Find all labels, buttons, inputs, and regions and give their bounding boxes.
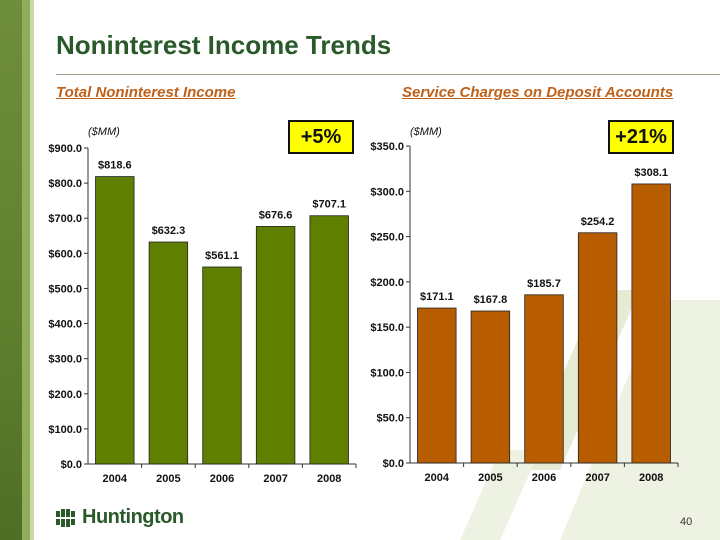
left-decor-stripe [22, 0, 30, 540]
y-tick-label: $500.0 [48, 283, 82, 295]
y-tick-label: $250.0 [370, 232, 404, 244]
y-tick-label: $900.0 [48, 143, 82, 155]
x-tick-label: 2005 [478, 472, 502, 484]
right-chart-unit: ($MM) [410, 126, 442, 138]
x-tick-label: 2007 [263, 473, 287, 485]
bar [255, 226, 296, 465]
x-tick-label: 2007 [585, 472, 609, 484]
bar [417, 307, 457, 464]
right-growth-badge: +21% [608, 120, 674, 154]
y-tick-label: $300.0 [370, 186, 404, 198]
x-tick-label: 2006 [532, 472, 556, 484]
huntington-logo-icon [56, 508, 75, 527]
y-tick-label: $200.0 [370, 277, 404, 289]
x-tick-label: 2004 [103, 473, 128, 485]
page-number: 40 [680, 516, 693, 528]
y-tick-label: $100.0 [48, 424, 82, 436]
x-tick-label: 2004 [425, 472, 450, 484]
bar [524, 294, 564, 464]
bar [309, 215, 349, 465]
left-chart-unit: ($MM) [88, 126, 120, 138]
y-tick-label: $0.0 [383, 458, 404, 470]
title-rule [56, 74, 720, 75]
data-label: $167.8 [474, 294, 508, 306]
y-tick-label: $800.0 [48, 178, 82, 190]
huntington-logo: Huntington [56, 506, 184, 529]
data-label: $254.2 [581, 216, 615, 228]
y-tick-label: $100.0 [370, 367, 404, 379]
data-label: $308.1 [634, 167, 668, 179]
left-growth-badge: +5% [288, 120, 354, 154]
bar [577, 232, 618, 464]
left-decor-stripe-light [30, 0, 34, 540]
y-tick-label: $400.0 [48, 319, 82, 331]
bar [148, 241, 189, 465]
bar [202, 266, 242, 465]
left-decor-bar [0, 0, 22, 540]
left-chart-subtitle: Total Noninterest Income [56, 84, 236, 101]
y-tick-label: $300.0 [48, 354, 82, 366]
bar [470, 310, 511, 464]
right-chart-subtitle: Service Charges on Deposit Accounts [402, 84, 674, 101]
data-label: $171.1 [420, 291, 454, 303]
data-label: $185.7 [527, 278, 561, 290]
y-tick-label: $600.0 [48, 248, 82, 260]
data-label: $632.3 [152, 225, 186, 237]
x-tick-label: 2008 [317, 473, 341, 485]
x-tick-label: 2006 [210, 473, 234, 485]
y-tick-label: $700.0 [48, 213, 82, 225]
data-label: $561.1 [205, 250, 239, 262]
y-tick-label: $50.0 [376, 413, 404, 425]
y-tick-label: $0.0 [61, 459, 82, 471]
bar [95, 176, 135, 465]
y-tick-label: $150.0 [370, 322, 404, 334]
y-tick-label: $350.0 [370, 141, 404, 153]
x-tick-label: 2005 [156, 473, 180, 485]
data-label: $818.6 [98, 160, 132, 172]
x-tick-label: 2008 [639, 472, 663, 484]
bar [631, 183, 671, 464]
y-tick-label: $200.0 [48, 389, 82, 401]
page-title: Noninterest Income Trends [56, 30, 392, 60]
logo-text: Huntington [82, 506, 184, 528]
data-label: $676.6 [259, 209, 293, 221]
data-label: $707.1 [312, 199, 346, 211]
